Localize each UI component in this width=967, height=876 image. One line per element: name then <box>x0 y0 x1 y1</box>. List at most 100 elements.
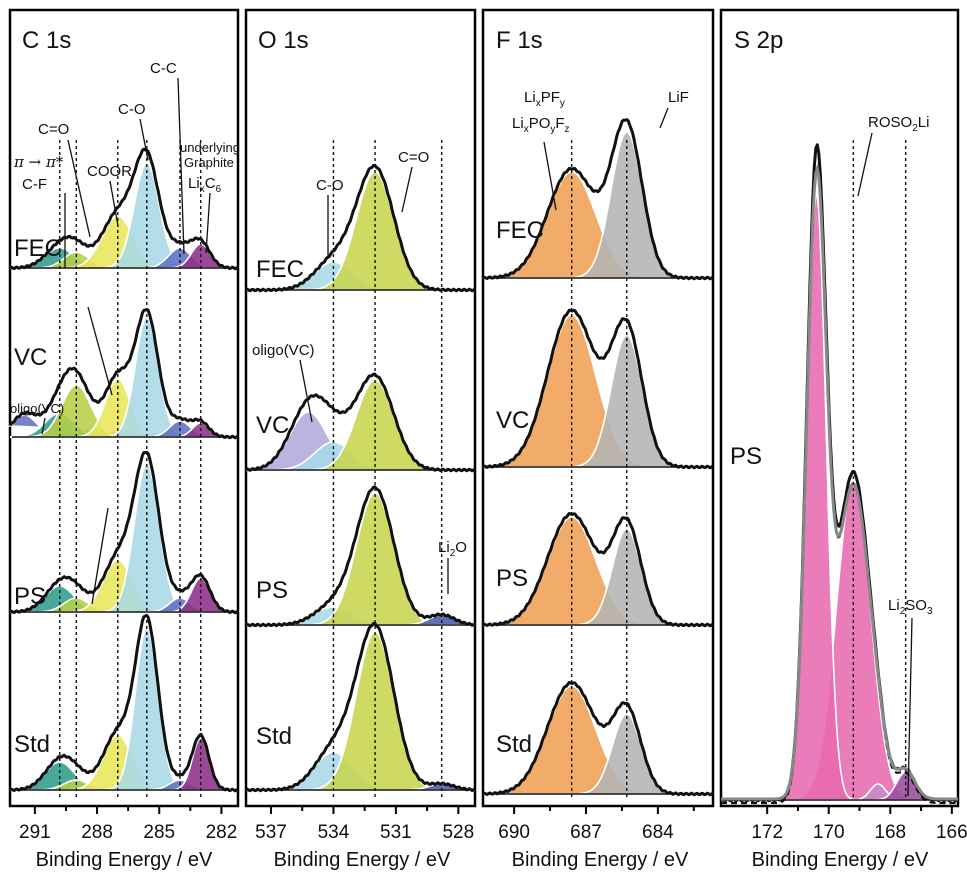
c1s-title: C 1s <box>22 27 71 54</box>
c1s-sample-vc <box>8 308 239 440</box>
s2p-tick-label: 172 <box>751 822 783 843</box>
f1s-xaxis: 690 687 684 <box>498 806 695 843</box>
f1s-tick-label: 690 <box>498 822 530 843</box>
f1s-reflines <box>570 140 628 800</box>
f1s-sample-ps <box>482 512 714 628</box>
c1s-ann-co-double: C=O <box>38 121 69 138</box>
f1s-label-fec: FEC <box>496 217 544 244</box>
c1s-label-std: Std <box>14 731 50 758</box>
o1s-xaxis: 537 534 531 528 <box>255 806 474 843</box>
f1s-label-ps: PS <box>496 565 528 592</box>
o1s-label-ps: PS <box>256 577 288 604</box>
f1s-label-std: Std <box>496 731 532 758</box>
o1s-tick-label: 537 <box>255 822 287 843</box>
c1s-xaxis: 291 288 285 282 <box>19 806 237 843</box>
c1s-tick-label: 282 <box>206 822 238 843</box>
c1s-tick-label: 291 <box>19 822 51 843</box>
f1s-envelope <box>482 512 714 628</box>
f1s-xlabel: Binding Energy / eV <box>512 849 689 871</box>
s2p-label-ps: PS <box>730 443 762 470</box>
c1s-reflines <box>59 140 202 800</box>
panel-f1s: F 1s FEC VC PS Std LixPFy LixPOyFz LiF 6… <box>481 8 715 871</box>
o1s-ann-co-double: C=O <box>398 149 429 166</box>
c1s-arrow-ps <box>91 507 109 605</box>
c1s-xlabel: Binding Energy / eV <box>36 849 213 871</box>
c1s-arrow-co-double <box>67 139 91 238</box>
o1s-ann-co: C-O <box>316 177 344 194</box>
f1s-envelope <box>482 681 714 797</box>
s2p-arrow-roso2li <box>857 132 873 197</box>
o1s-envelope <box>245 485 476 628</box>
c1s-tick-label: 288 <box>81 822 113 843</box>
c1s-frame <box>8 8 240 808</box>
c1s-ann-pi: π → π* <box>13 153 64 171</box>
c1s-ann-co: C-O <box>118 101 146 118</box>
o1s-spectra <box>245 163 476 793</box>
s2p-frame <box>719 8 960 808</box>
f1s-tick-label: 687 <box>570 822 602 843</box>
o1s-label-vc: VC <box>256 412 289 439</box>
f1s-peak-lif <box>483 131 713 279</box>
o1s-xlabel: Binding Energy / eV <box>274 849 451 871</box>
s2p-spectra <box>720 143 959 805</box>
o1s-sample-vc <box>245 372 476 473</box>
c1s-arrow-vc <box>87 306 113 396</box>
o1s-envelope <box>245 621 476 793</box>
panel-o1s: O 1s FEC VC PS Std C-O C=O oligo(VC) Li2… <box>244 8 477 871</box>
c1s-ann-graphite: Graphite <box>184 155 234 170</box>
c1s-envelope <box>9 614 239 793</box>
c1s-label-fec: FEC <box>14 235 62 262</box>
c1s-sample-ps <box>9 450 239 615</box>
o1s-sample-ps <box>245 485 476 628</box>
o1s-reflines <box>332 140 443 800</box>
c1s-arrow-coor <box>109 180 119 227</box>
c1s-ann-underlying: underlying <box>180 140 240 155</box>
f1s-arrow-lipf <box>543 141 557 211</box>
s2p-fit-grey <box>721 162 958 801</box>
f1s-sample-std <box>482 681 714 797</box>
o1s-sample-std <box>245 621 476 793</box>
o1s-ann-li2o: Li2O <box>438 539 467 559</box>
c1s-arrow-cc <box>177 77 185 255</box>
s2p-xaxis: 172 170 168 166 <box>751 806 967 843</box>
o1s-title: O 1s <box>258 27 309 54</box>
c1s-ann-cc: C-C <box>150 60 177 77</box>
c1s-ann-lixc6: LixC6 <box>188 175 222 195</box>
f1s-label-vc: VC <box>496 407 529 434</box>
c1s-label-vc: VC <box>14 344 47 371</box>
f1s-arrow-lif <box>659 107 669 129</box>
c1s-tick-label: 285 <box>143 822 175 843</box>
o1s-arrow-co-double <box>401 166 413 213</box>
c1s-label-ps: PS <box>14 583 46 610</box>
f1s-ann-lipof: LixPOyFz <box>512 115 570 135</box>
f1s-ann-lipf: LixPFy <box>524 89 565 109</box>
c1s-envelope <box>9 147 239 271</box>
f1s-frame <box>481 8 715 808</box>
s2p-peak-roso2li <box>721 481 958 801</box>
s2p-arrow-li2so3 <box>907 617 913 797</box>
f1s-envelope <box>482 308 714 470</box>
f1s-title: F 1s <box>496 27 543 54</box>
c1s-envelope <box>9 450 239 615</box>
o1s-frame <box>244 8 477 808</box>
o1s-arrow-oligo <box>299 359 313 423</box>
s2p-sample-ps <box>720 143 959 805</box>
s2p-xlabel: Binding Energy / eV <box>752 849 929 871</box>
o1s-tick-label: 528 <box>442 822 474 843</box>
c1s-ann-coor: COOR <box>87 163 132 180</box>
s2p-tick-label: 170 <box>813 822 845 843</box>
o1s-sample-fec <box>245 163 476 293</box>
panel-c1s: C 1s FEC VC PS Std π → π* C-F C=O COOR C… <box>8 8 240 871</box>
c1s-arrow-co <box>139 118 149 161</box>
s2p-tick-label: 166 <box>936 822 967 843</box>
f1s-envelope <box>482 118 714 281</box>
s2p-tick-label: 168 <box>874 822 906 843</box>
s2p-reflines <box>852 140 907 800</box>
o1s-label-fec: FEC <box>256 256 304 283</box>
o1s-envelope <box>245 163 476 293</box>
c1s-sample-std <box>9 614 239 793</box>
f1s-sample-vc <box>482 308 714 470</box>
o1s-label-std: Std <box>256 723 292 750</box>
c1s-ann-cf: C-F <box>22 176 47 193</box>
